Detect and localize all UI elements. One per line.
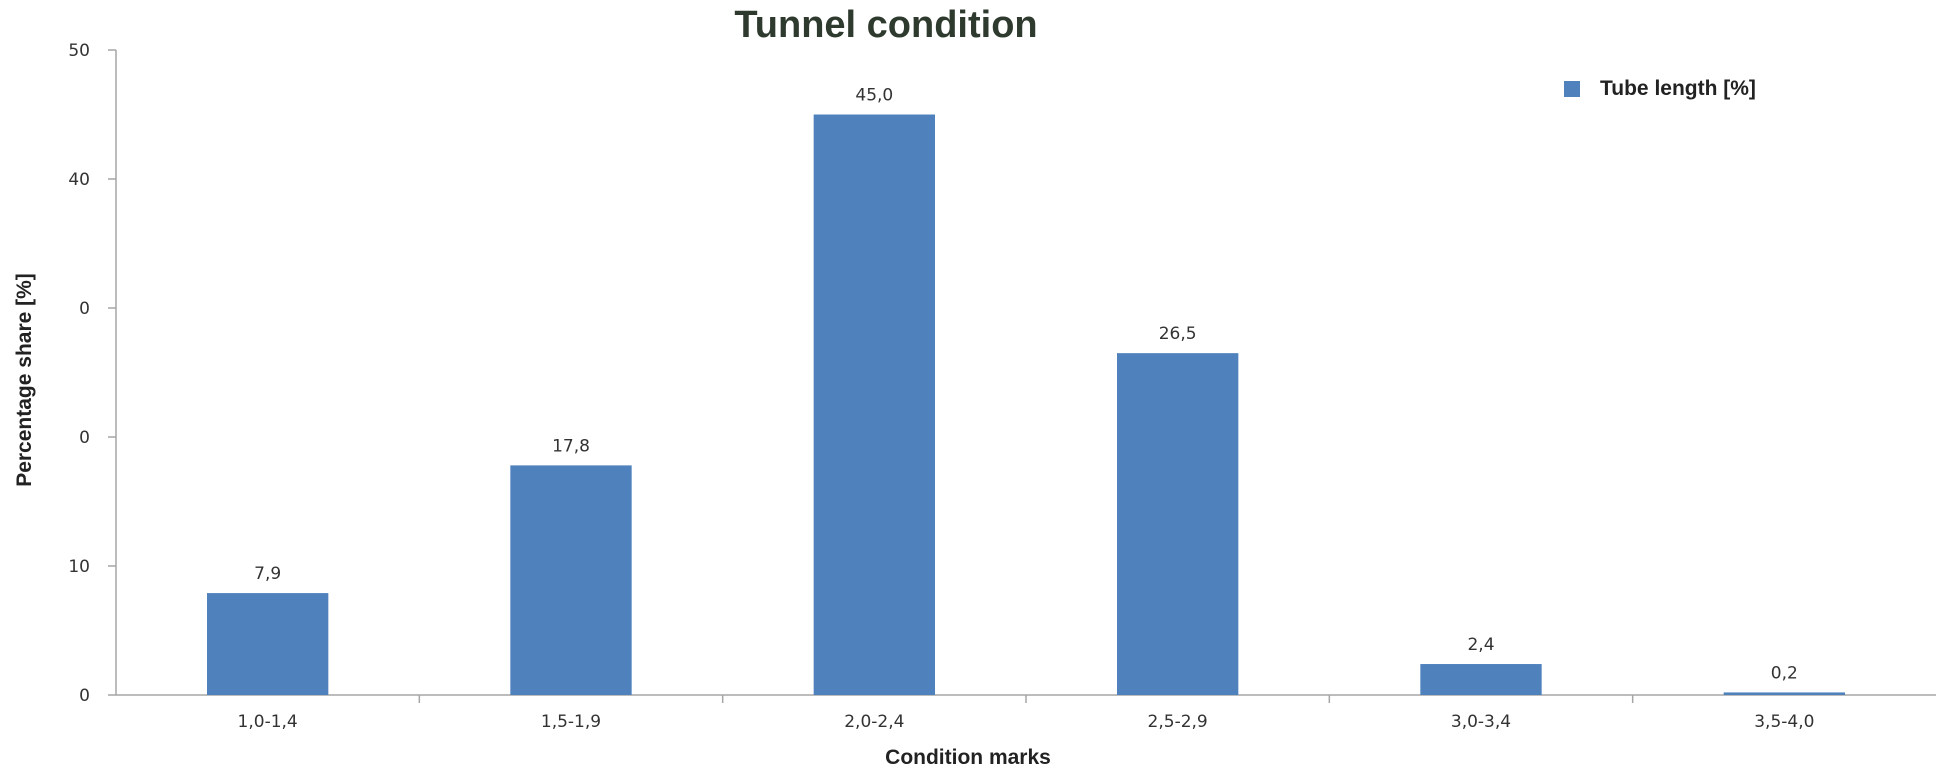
x-tick-label: 1,0-1,4 [238, 712, 298, 732]
bar [510, 465, 632, 695]
data-label: 2,4 [1467, 635, 1494, 655]
bar [1117, 353, 1239, 695]
y-tick-label: 0 [79, 428, 90, 448]
data-label: 0,2 [1771, 663, 1798, 683]
bar-series: 7,9 17,8 45,0 26,5 2,4 0,2 [207, 86, 1845, 695]
bar [1723, 692, 1845, 695]
x-axis-ticks: 1,0-1,4 1,5-1,9 2,0-2,4 2,5-2,9 3,0-3,4 3,5-4… [238, 695, 1814, 732]
y-axis-ticks: 0 10 0 0 40 50 [68, 41, 116, 706]
legend: Tube length [%] [1564, 77, 1756, 100]
chart-title: Tunnel condition [734, 4, 1037, 46]
legend-label: Tube length [%] [1600, 77, 1756, 100]
data-label: 7,9 [254, 564, 281, 584]
x-axis-label: Condition marks [885, 746, 1051, 769]
x-tick-label: 2,5-2,9 [1148, 712, 1208, 732]
data-label: 17,8 [552, 436, 590, 456]
data-label: 45,0 [855, 86, 893, 106]
y-tick-label: 40 [68, 170, 90, 190]
bar [207, 593, 329, 695]
bar [1420, 664, 1542, 695]
y-tick-label: 10 [68, 557, 90, 577]
x-tick-label: 3,0-3,4 [1451, 712, 1511, 732]
data-label: 26,5 [1159, 324, 1197, 344]
x-tick-label: 3,5-4,0 [1754, 712, 1814, 732]
x-tick-label: 1,5-1,9 [541, 712, 601, 732]
y-tick-label: 0 [79, 686, 90, 706]
y-axis-label: Percentage share [%] [13, 273, 36, 487]
bar [813, 114, 935, 695]
y-tick-label: 50 [68, 41, 90, 61]
x-tick-label: 2,0-2,4 [844, 712, 904, 732]
y-tick-label: 0 [79, 299, 90, 319]
legend-swatch [1564, 81, 1580, 97]
